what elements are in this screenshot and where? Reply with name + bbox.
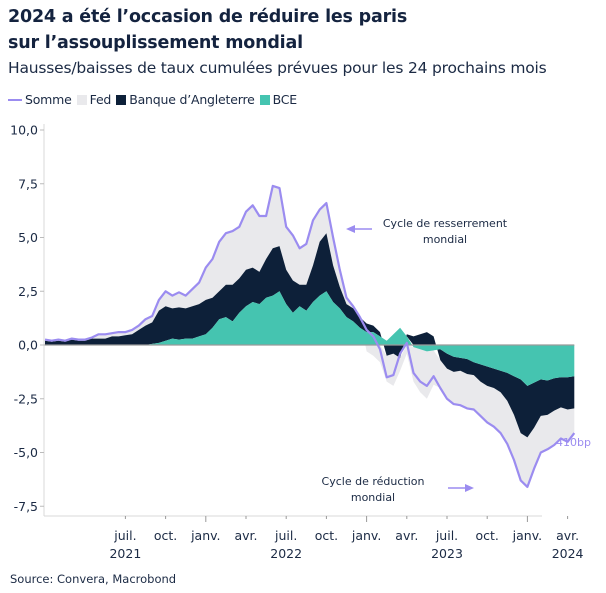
- x-tick-label: avr.: [234, 528, 257, 543]
- x-tick-label: oct.: [154, 528, 177, 543]
- y-tick-label: 7,5: [18, 176, 38, 191]
- annotation-easing-line1: Cycle de réduction: [322, 475, 425, 488]
- legend-item-somme: Somme: [8, 92, 72, 107]
- legend-swatch-boe: [116, 94, 127, 105]
- legend-item-fed: Fed: [76, 92, 112, 107]
- x-year-label: 2023: [431, 546, 463, 561]
- y-ticks: 10,0 7,5 5,0 2,5 0,0 -2,5 -5,0 -7,5: [10, 123, 44, 514]
- x-ticks: juil. 2021 oct. janv. avr. juil. 2022 oct. janv.…: [109, 516, 584, 561]
- legend-label-somme: Somme: [25, 92, 72, 107]
- x-year-label: 2021: [109, 546, 141, 561]
- annotation-tightening: Cycle de resserrement mondial: [346, 217, 508, 246]
- x-tick-label: oct.: [475, 528, 498, 543]
- x-tick-label: oct.: [315, 528, 338, 543]
- y-tick-label: -2,5: [14, 391, 38, 406]
- series-line-somme: [44, 184, 576, 488]
- annotation-tightening-line2: mondial: [423, 233, 467, 246]
- chart-title-line1: 2024 a été l’occasion de réduire les par…: [8, 7, 408, 27]
- chart-subtitle: Hausses/baisses de taux cumulées prévues…: [8, 59, 547, 77]
- area-banque-d-angleterre: [45, 233, 575, 438]
- legend-swatch-somme: [8, 98, 22, 101]
- x-year-label: 2024: [552, 546, 584, 561]
- y-tick-label: 0,0: [18, 338, 38, 353]
- x-tick-label: avr.: [395, 528, 418, 543]
- y-tick-label: 2,5: [18, 284, 38, 299]
- arrow-left-icon: [346, 225, 355, 233]
- annotation-easing-line2: mondial: [351, 491, 395, 504]
- legend-label-bce: BCE: [272, 92, 298, 107]
- area-bce: [45, 291, 575, 386]
- legend-label-fed: Fed: [89, 92, 112, 107]
- y-tick-label: -5,0: [14, 445, 38, 460]
- y-tick-label: 10,0: [10, 123, 38, 138]
- legend-item-bce: BCE: [259, 92, 298, 107]
- x-tick-label: janv.: [512, 528, 542, 543]
- x-year-label: 2022: [270, 546, 302, 561]
- x-tick-label: janv.: [190, 528, 220, 543]
- end-value-label: 410bp: [556, 436, 591, 449]
- stacked-areas: [45, 185, 575, 487]
- x-tick-label: avr.: [556, 528, 579, 543]
- chart-title-line2: sur l’assouplissement mondial: [8, 33, 303, 53]
- x-tick-label: juil.: [435, 528, 458, 543]
- legend: Somme Fed Banque d’Angleterre BCE: [8, 92, 299, 107]
- y-tick-label: -7,5: [14, 499, 38, 514]
- annotation-tightening-line1: Cycle de resserrement: [383, 217, 508, 230]
- legend-swatch-fed: [76, 94, 87, 105]
- x-tick-label: juil.: [113, 528, 136, 543]
- y-tick-label: 5,0: [18, 230, 38, 245]
- x-tick-label: juil.: [274, 528, 297, 543]
- annotation-easing: Cycle de réduction mondial: [322, 475, 474, 504]
- legend-label-boe: Banque d’Angleterre: [129, 92, 255, 107]
- x-tick-label: janv.: [351, 528, 381, 543]
- legend-item-boe: Banque d’Angleterre: [116, 92, 255, 107]
- source-note: Source: Convera, Macrobond: [10, 572, 177, 586]
- legend-swatch-bce: [259, 94, 270, 105]
- area-fed: [45, 185, 575, 487]
- arrow-right-icon: [465, 484, 474, 492]
- chart-title: 2024 a été l’occasion de réduire les par…: [8, 4, 407, 56]
